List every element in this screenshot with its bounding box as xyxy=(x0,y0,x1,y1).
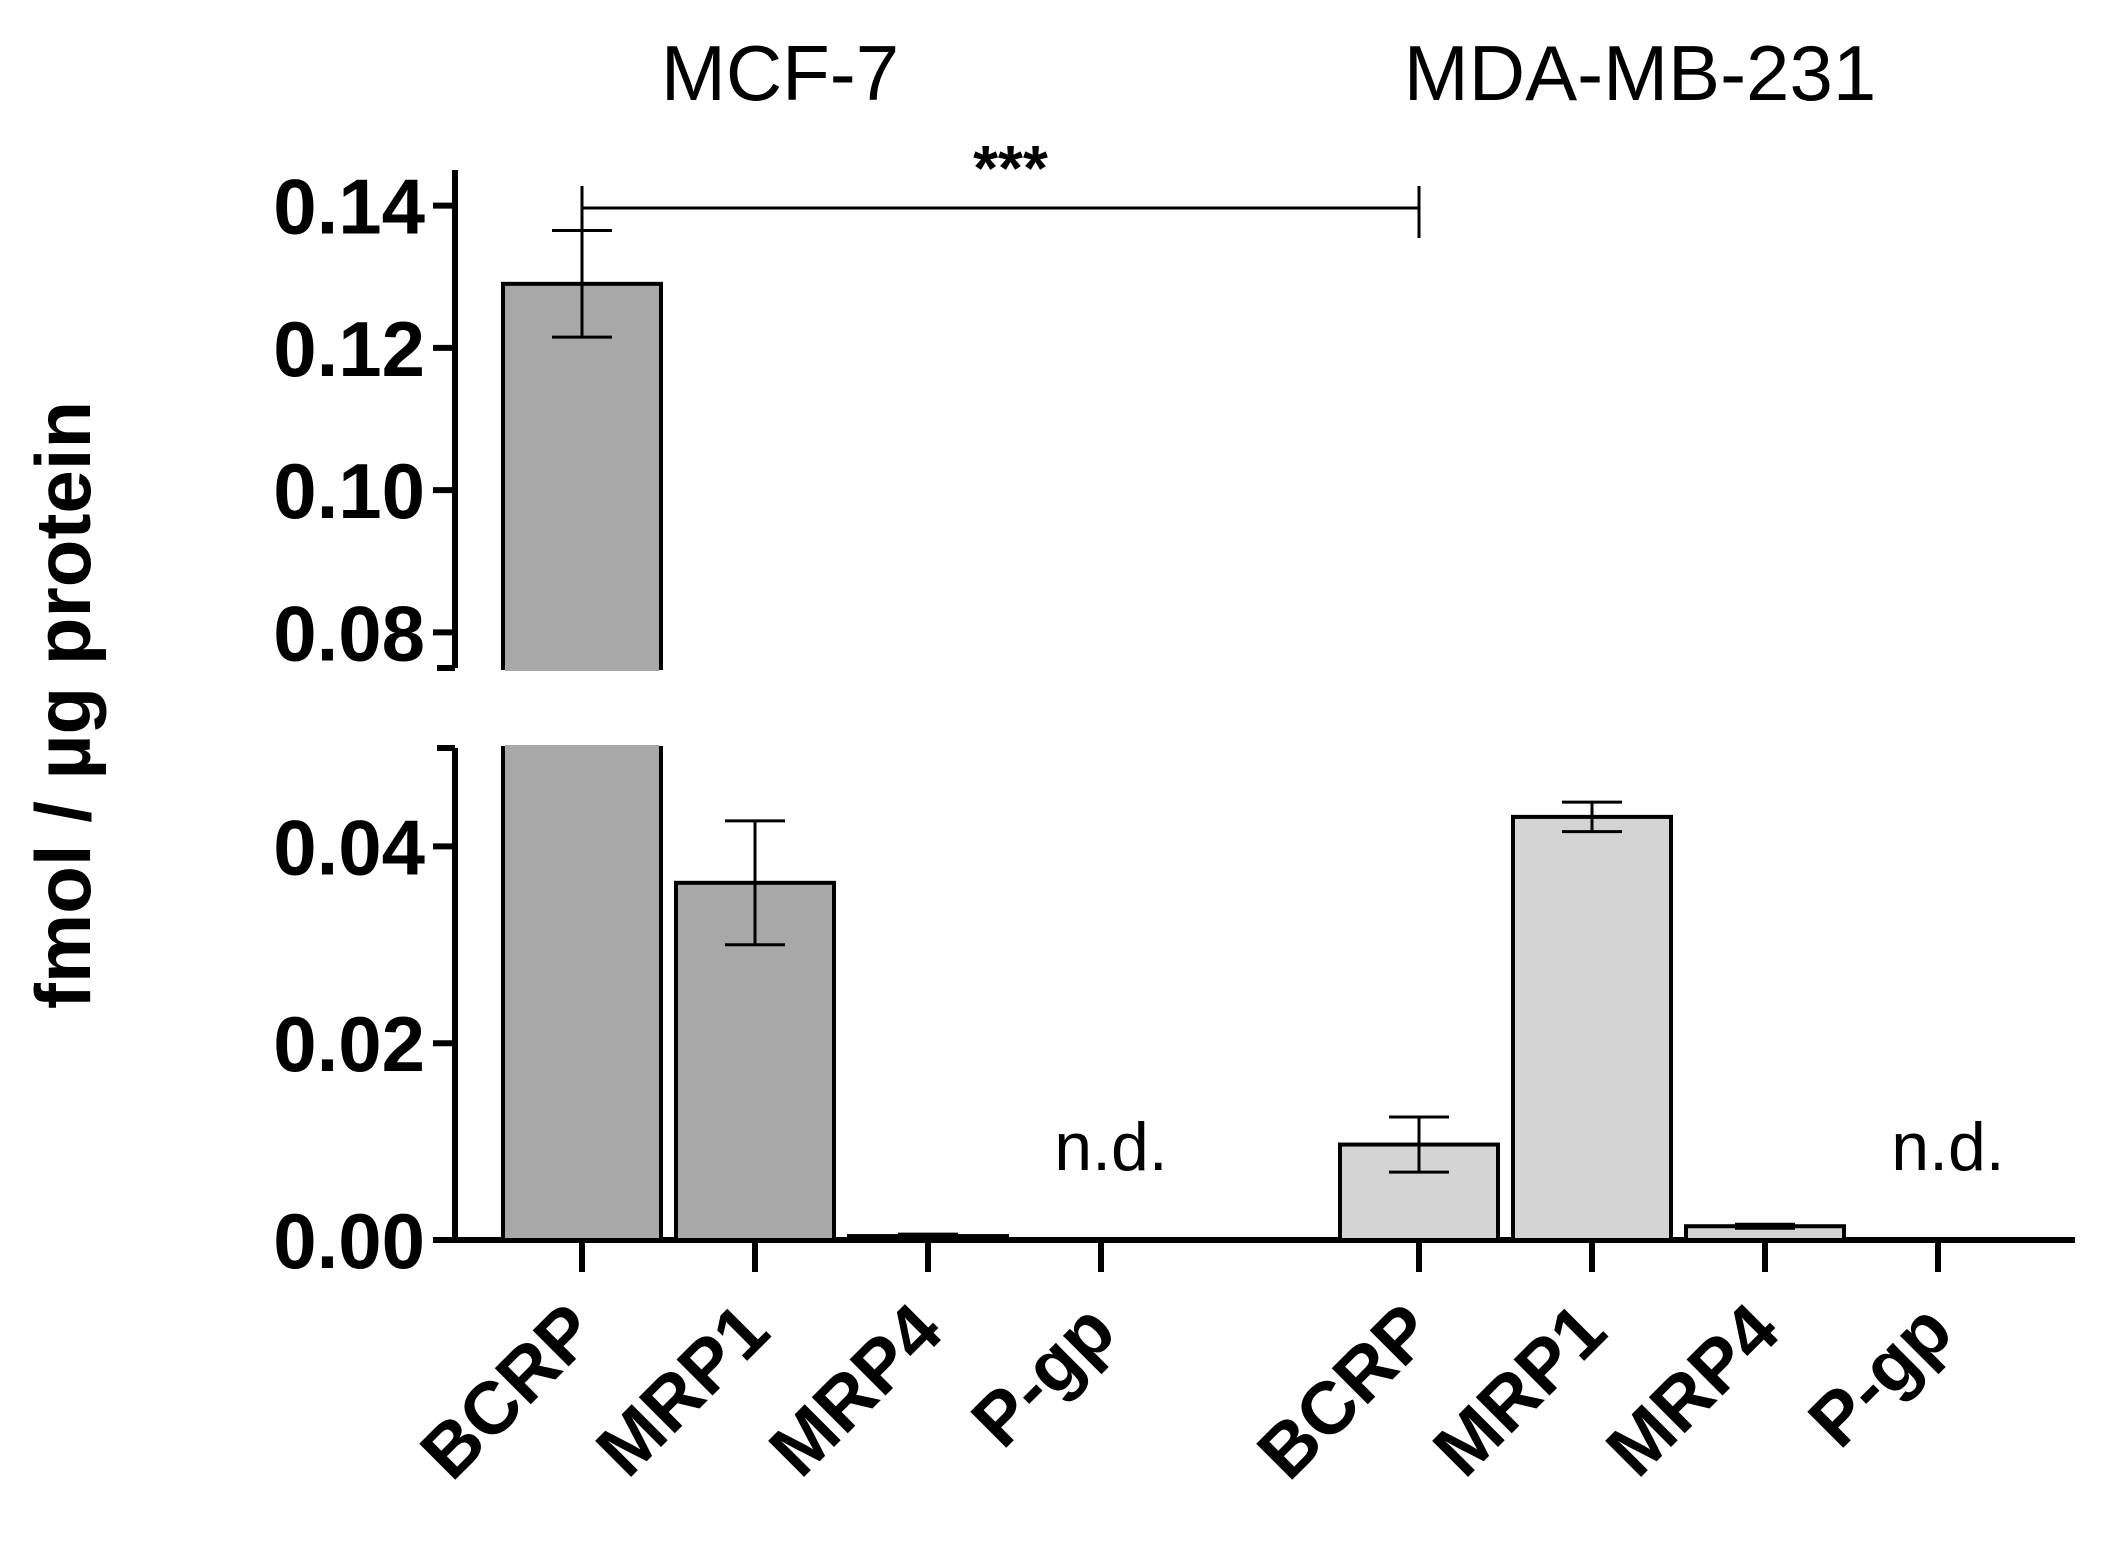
significance-label: *** xyxy=(973,132,1048,204)
y-tick-label: 0.00 xyxy=(273,1197,425,1285)
x-tick-label: BCRP xyxy=(404,1288,611,1495)
x-tick-label: MRP1 xyxy=(1417,1288,1621,1492)
y-tick-label: 0.12 xyxy=(273,305,425,393)
bar xyxy=(1511,814,1673,1242)
y-tick-label: 0.10 xyxy=(273,447,425,535)
x-tick-label: BCRP xyxy=(1241,1288,1448,1495)
not-detected-label: n.d. xyxy=(1054,1109,1167,1185)
group-label: MCF-7 xyxy=(661,29,899,117)
group-label: MDA-MB-231 xyxy=(1404,29,1876,117)
y-tick-label: 0.02 xyxy=(273,1000,425,1088)
x-tick-label: P-gp xyxy=(955,1288,1130,1463)
x-tick-label: MRP4 xyxy=(753,1288,957,1492)
x-tick-label: P-gp xyxy=(1792,1288,1967,1463)
bar xyxy=(501,281,663,670)
x-tick-label: MRP4 xyxy=(1590,1288,1794,1492)
y-tick-label: 0.08 xyxy=(273,589,425,677)
y-tick-label: 0.14 xyxy=(273,163,425,251)
y-axis-label: fmol / µg protein xyxy=(19,401,107,1009)
bar xyxy=(501,746,663,1242)
not-detected-label: n.d. xyxy=(1891,1109,2004,1185)
bar-break-edge xyxy=(505,665,659,671)
bar-break-edge xyxy=(505,745,659,751)
plot-area: 0.00 0.02 0.04 0.08 0.10 0.12 0.14 fmol / µg pr… xyxy=(19,29,2075,1495)
x-tick-label: MRP1 xyxy=(580,1288,784,1492)
y-tick-label: 0.04 xyxy=(273,803,425,891)
